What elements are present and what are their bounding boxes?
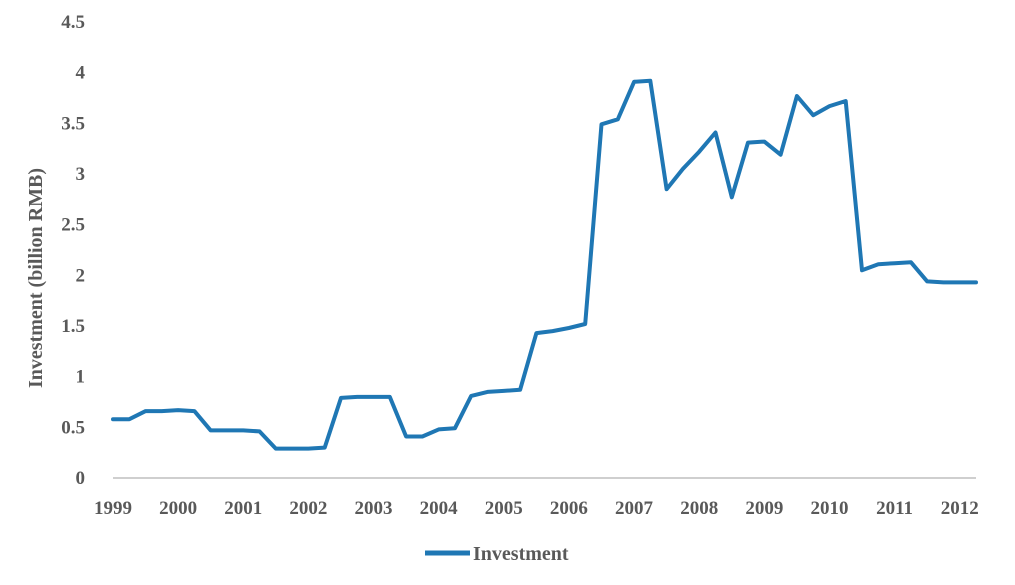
y-tick-label: 4.5 [61, 12, 85, 33]
x-tick-label: 2012 [941, 498, 979, 519]
y-tick-label: 4 [76, 63, 86, 84]
x-tick-label: 2009 [745, 498, 783, 519]
y-tick-label: 1 [76, 367, 86, 388]
x-tick-label: 2006 [550, 498, 588, 519]
x-tick-label: 2003 [355, 498, 393, 519]
x-tick-label: 1999 [94, 498, 132, 519]
x-tick-label: 2001 [224, 498, 262, 519]
y-tick-label: 0.5 [61, 417, 85, 438]
x-tick-labels: 1999 2000 2001 2002 2003 2004 2005 2006 2007 2008… [94, 498, 979, 519]
y-tick-label: 0 [76, 468, 86, 489]
y-axis-title-group: Investment (billion RMB) [25, 168, 47, 388]
x-tick-label: 2007 [615, 498, 654, 519]
y-tick-label: 2.5 [61, 215, 85, 236]
x-tick-label: 2002 [289, 498, 327, 519]
y-tick-label: 3.5 [61, 113, 85, 134]
x-tick-label: 2000 [159, 498, 197, 519]
x-tick-label: 2004 [420, 498, 459, 519]
legend-label-investment: Investment [473, 543, 569, 565]
x-tick-label: 2008 [680, 498, 718, 519]
x-tick-label: 2010 [810, 498, 848, 519]
y-tick-label: 3 [76, 164, 86, 185]
x-tick-label: 2005 [485, 498, 523, 519]
y-tick-label: 1.5 [61, 316, 85, 337]
y-tick-label: 2 [76, 265, 86, 286]
legend: Investment [425, 543, 569, 565]
x-tick-label: 2011 [876, 498, 913, 519]
series-group [111, 78, 978, 451]
y-axis-title: Investment (billion RMB) [25, 168, 47, 388]
y-tick-labels: 0 0.5 1 1.5 2 2.5 3 3.5 4 4.5 [61, 12, 85, 489]
series-line-investment [111, 78, 978, 451]
